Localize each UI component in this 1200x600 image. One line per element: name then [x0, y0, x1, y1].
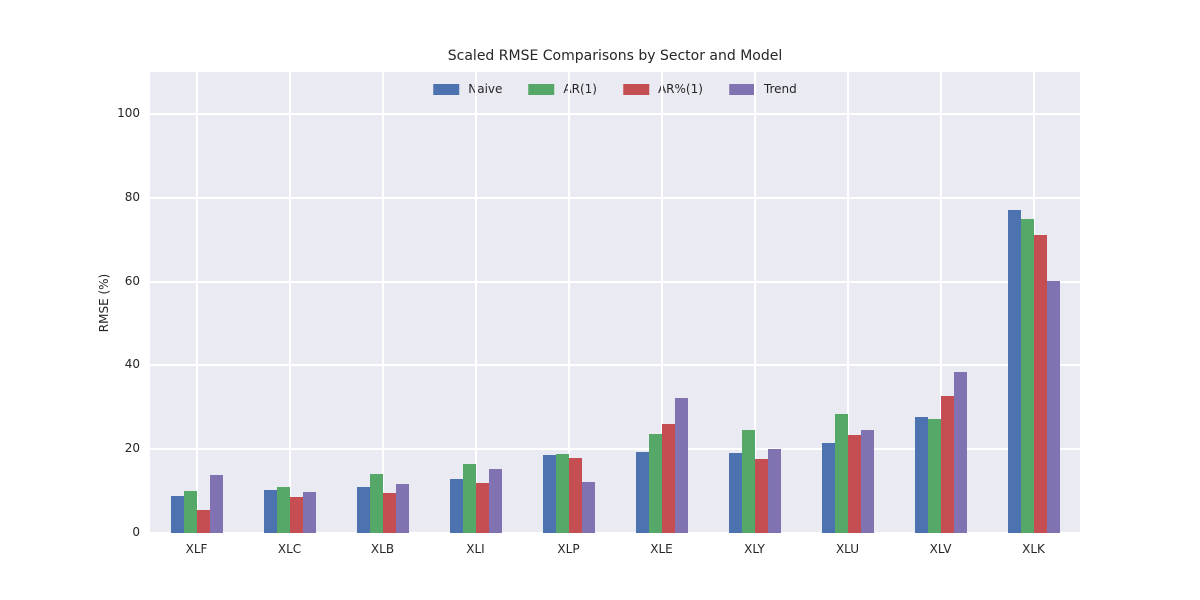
bar-XLV-AR%(1): [940, 395, 954, 533]
bar-XLP-AR%(1): [568, 457, 582, 533]
legend-swatch-icon: [622, 83, 649, 95]
bar-XLC-AR(1): [276, 487, 290, 533]
legend-item-AR(1): AR(1): [528, 82, 597, 96]
gridline-vertical: [195, 72, 198, 533]
gridline-vertical: [381, 72, 384, 533]
x-tick-label-XLP: XLP: [557, 542, 580, 556]
bar-XLV-Trend: [953, 372, 967, 533]
legend-label: Naive: [468, 82, 503, 96]
bar-XLV-Naive: [914, 416, 928, 533]
gridline-vertical: [288, 72, 291, 533]
legend-swatch-icon: [528, 83, 555, 95]
x-tick-label-XLK: XLK: [1022, 542, 1045, 556]
bar-XLI-AR%(1): [475, 483, 489, 533]
gridline-vertical: [660, 72, 663, 533]
bar-XLK-Naive: [1007, 210, 1021, 533]
plot-area: Naive AR(1) AR%(1) Trend: [150, 72, 1080, 534]
x-tick-label-XLU: XLU: [835, 542, 860, 556]
bar-XLU-AR%(1): [847, 434, 861, 533]
bar-XLB-Trend: [395, 484, 409, 533]
legend-label: Trend: [763, 82, 797, 96]
gridline-vertical: [567, 72, 570, 533]
gridline-vertical: [846, 72, 849, 533]
legend-item-Naive: Naive: [433, 82, 502, 96]
bar-XLP-Trend: [581, 482, 595, 533]
gridline-vertical: [939, 72, 942, 533]
bar-XLC-Naive: [263, 490, 277, 533]
bar-XLC-Trend: [302, 491, 316, 533]
x-tick-label-XLV: XLV: [929, 542, 952, 556]
chart-title: Scaled RMSE Comparisons by Sector and Mo…: [447, 48, 783, 64]
bar-XLI-AR(1): [462, 463, 476, 533]
y-tick-label: 60: [124, 273, 140, 288]
legend-item-AR%(1): AR%(1): [622, 82, 703, 96]
x-tick-label-XLY: XLY: [744, 542, 765, 556]
bar-XLY-AR%(1): [754, 458, 768, 533]
bar-XLK-AR%(1): [1033, 234, 1047, 533]
bar-XLI-Naive: [449, 478, 463, 533]
y-tick-label: 0: [132, 525, 140, 539]
gridline-vertical: [753, 72, 756, 533]
bar-XLE-Trend: [674, 397, 688, 533]
legend-item-Trend: Trend: [728, 82, 797, 96]
y-tick-label: 100: [117, 105, 140, 120]
y-tick-label: 80: [124, 189, 140, 204]
bar-XLE-AR%(1): [661, 424, 675, 533]
x-tick-label-XLE: XLE: [650, 542, 673, 556]
bar-XLP-AR(1): [555, 453, 569, 533]
bar-XLB-AR(1): [369, 473, 383, 533]
x-tick-label-XLC: XLC: [277, 542, 302, 556]
bar-XLK-AR(1): [1020, 219, 1034, 533]
bar-XLE-Naive: [635, 451, 649, 533]
bar-XLY-Naive: [728, 452, 742, 533]
bar-XLU-Naive: [821, 443, 835, 533]
bar-XLB-AR%(1): [382, 492, 396, 533]
bar-XLV-AR(1): [927, 419, 941, 533]
bar-XLF-Naive: [170, 496, 184, 533]
legend-label: AR(1): [563, 82, 597, 96]
bar-XLK-Trend: [1046, 281, 1060, 533]
gridline-horizontal: [150, 364, 1080, 367]
bar-XLP-Naive: [542, 455, 556, 533]
bar-XLU-AR(1): [834, 413, 848, 533]
bar-XLI-Trend: [488, 469, 502, 533]
bar-XLF-AR(1): [183, 491, 197, 533]
gridline-horizontal: [150, 112, 1080, 115]
x-tick-label-XLF: XLF: [185, 542, 208, 556]
y-tick-label: 20: [124, 441, 140, 456]
y-tick-label: 40: [124, 357, 140, 372]
gridline-horizontal: [150, 448, 1080, 451]
bar-XLE-AR(1): [648, 433, 662, 533]
gridline-horizontal: [150, 280, 1080, 283]
bar-XLY-Trend: [767, 448, 781, 533]
bar-XLF-Trend: [209, 475, 223, 533]
legend-swatch-icon: [728, 83, 755, 95]
x-tick-label-XLB: XLB: [370, 542, 395, 556]
gridline-vertical: [474, 72, 477, 533]
legend-swatch-icon: [433, 83, 460, 95]
bar-XLB-Naive: [356, 486, 370, 533]
legend-label: AR%(1): [657, 82, 703, 96]
bar-XLU-Trend: [860, 429, 874, 533]
x-tick-label-XLI: XLI: [466, 542, 485, 556]
gridline-horizontal: [150, 196, 1080, 199]
bar-XLC-AR%(1): [289, 496, 303, 533]
bar-XLY-AR(1): [741, 429, 755, 533]
legend: Naive AR(1) AR%(1) Trend: [433, 82, 797, 96]
bar-XLF-AR%(1): [196, 509, 210, 533]
gridline-horizontal: [150, 532, 1080, 534]
